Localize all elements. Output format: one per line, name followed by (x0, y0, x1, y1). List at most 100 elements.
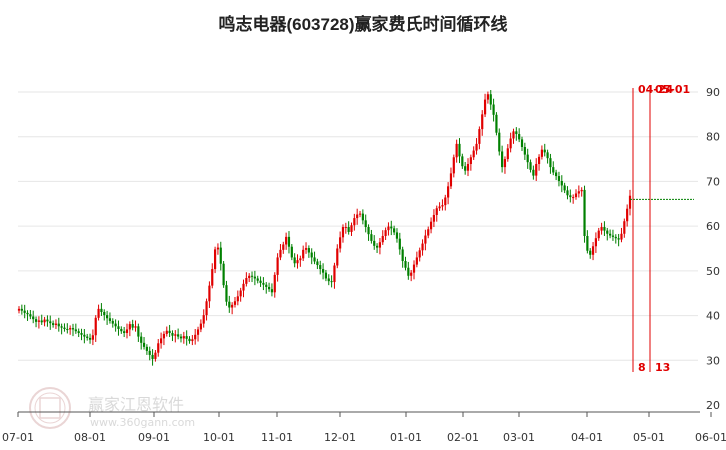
candle-body (537, 156, 541, 164)
candle-body (600, 227, 603, 231)
candle-body (162, 333, 166, 339)
candle-body (60, 326, 63, 328)
candle-body (543, 149, 546, 153)
fib-overlay: 04-24 8 05-01 13 (630, 83, 694, 374)
candle-body (509, 138, 512, 149)
candle-body (353, 218, 356, 226)
candle-body (26, 312, 29, 315)
candle-body (250, 275, 254, 277)
candle-body (316, 261, 319, 266)
candle-body (46, 319, 49, 322)
candle-body (486, 94, 490, 100)
candle-body (273, 274, 276, 293)
candle-body (324, 272, 328, 279)
candle-body (310, 252, 313, 258)
candle-body (557, 176, 561, 181)
candle-body (503, 159, 507, 168)
candle-body (194, 334, 197, 340)
y-tick-label: 20 (706, 399, 720, 412)
candle-body (452, 157, 455, 174)
candle-body (481, 114, 484, 130)
x-tick-label: 04-01 (571, 431, 603, 444)
candle-body (472, 150, 475, 158)
watermark-text: 赢家江恩软件 (88, 395, 184, 414)
candle-body (566, 190, 569, 196)
candle-body (532, 169, 535, 176)
candle-body (117, 326, 120, 329)
candle-body (304, 248, 308, 250)
candle-body (108, 318, 112, 321)
candle-body (213, 249, 217, 270)
candle-body (520, 139, 524, 147)
candle-body (256, 278, 259, 281)
candle-body (469, 157, 472, 164)
candle-body (219, 247, 222, 264)
candle-body (123, 331, 126, 334)
candle-body (125, 329, 129, 334)
candle-body (535, 163, 538, 176)
candle-body (603, 227, 606, 231)
y-tick-label: 30 (706, 354, 720, 367)
candle-body (177, 334, 180, 337)
candle-body (415, 257, 418, 265)
candle-body (174, 334, 177, 336)
y-tick-label: 90 (706, 86, 720, 99)
candle-body (259, 280, 262, 283)
candle-body (435, 208, 438, 215)
candle-body (393, 228, 396, 233)
candle-body (594, 238, 597, 247)
candle-body (225, 285, 228, 302)
candle-body (407, 267, 410, 276)
y-tick-label: 60 (706, 220, 720, 233)
fib-date-label: 05-01 (655, 83, 690, 96)
candle-body (347, 227, 350, 232)
candle-body (398, 238, 401, 250)
fib-date-label: 04-24 (638, 83, 674, 96)
candle-body (276, 257, 279, 275)
candle-body (23, 310, 26, 313)
candle-body (577, 191, 580, 194)
candle-body (438, 206, 441, 209)
candle-body (77, 331, 80, 334)
candle-body (185, 336, 188, 339)
candle-body (381, 235, 384, 243)
candle-body (560, 180, 563, 186)
candle-body (262, 282, 265, 285)
candle-body (626, 208, 629, 222)
candle-body (208, 285, 211, 302)
candle-body (148, 350, 151, 355)
candle-body (242, 283, 245, 291)
candle-body (628, 195, 632, 209)
candle-body (358, 213, 362, 215)
candle-body (333, 265, 336, 283)
candle-body (63, 327, 66, 329)
x-tick-label: 09-01 (138, 431, 170, 444)
candle-body (623, 221, 626, 234)
candle-body (179, 336, 183, 339)
candle-body (120, 328, 123, 332)
x-tick-label: 12-01 (324, 431, 356, 444)
candle-body (489, 94, 492, 105)
candle-body (196, 329, 200, 335)
candle-body (142, 342, 146, 347)
candle-body (444, 197, 447, 206)
x-tick-label: 02-01 (447, 431, 479, 444)
candle-body (140, 336, 143, 343)
candle-body (552, 167, 555, 173)
candle-body (461, 156, 464, 167)
candle-body (384, 230, 387, 236)
candle-body (540, 149, 544, 157)
candle-body (609, 233, 612, 236)
candle-body (327, 278, 330, 282)
candle-body (611, 235, 615, 237)
candle-body (620, 233, 623, 240)
candle-body (506, 148, 509, 160)
y-tick-label: 50 (706, 265, 720, 278)
candle-body (231, 304, 234, 308)
candle-body (287, 236, 291, 247)
candle-body (569, 195, 572, 198)
candle-body (597, 230, 600, 239)
candle-body (171, 333, 174, 336)
y-tick-label: 70 (706, 175, 720, 188)
